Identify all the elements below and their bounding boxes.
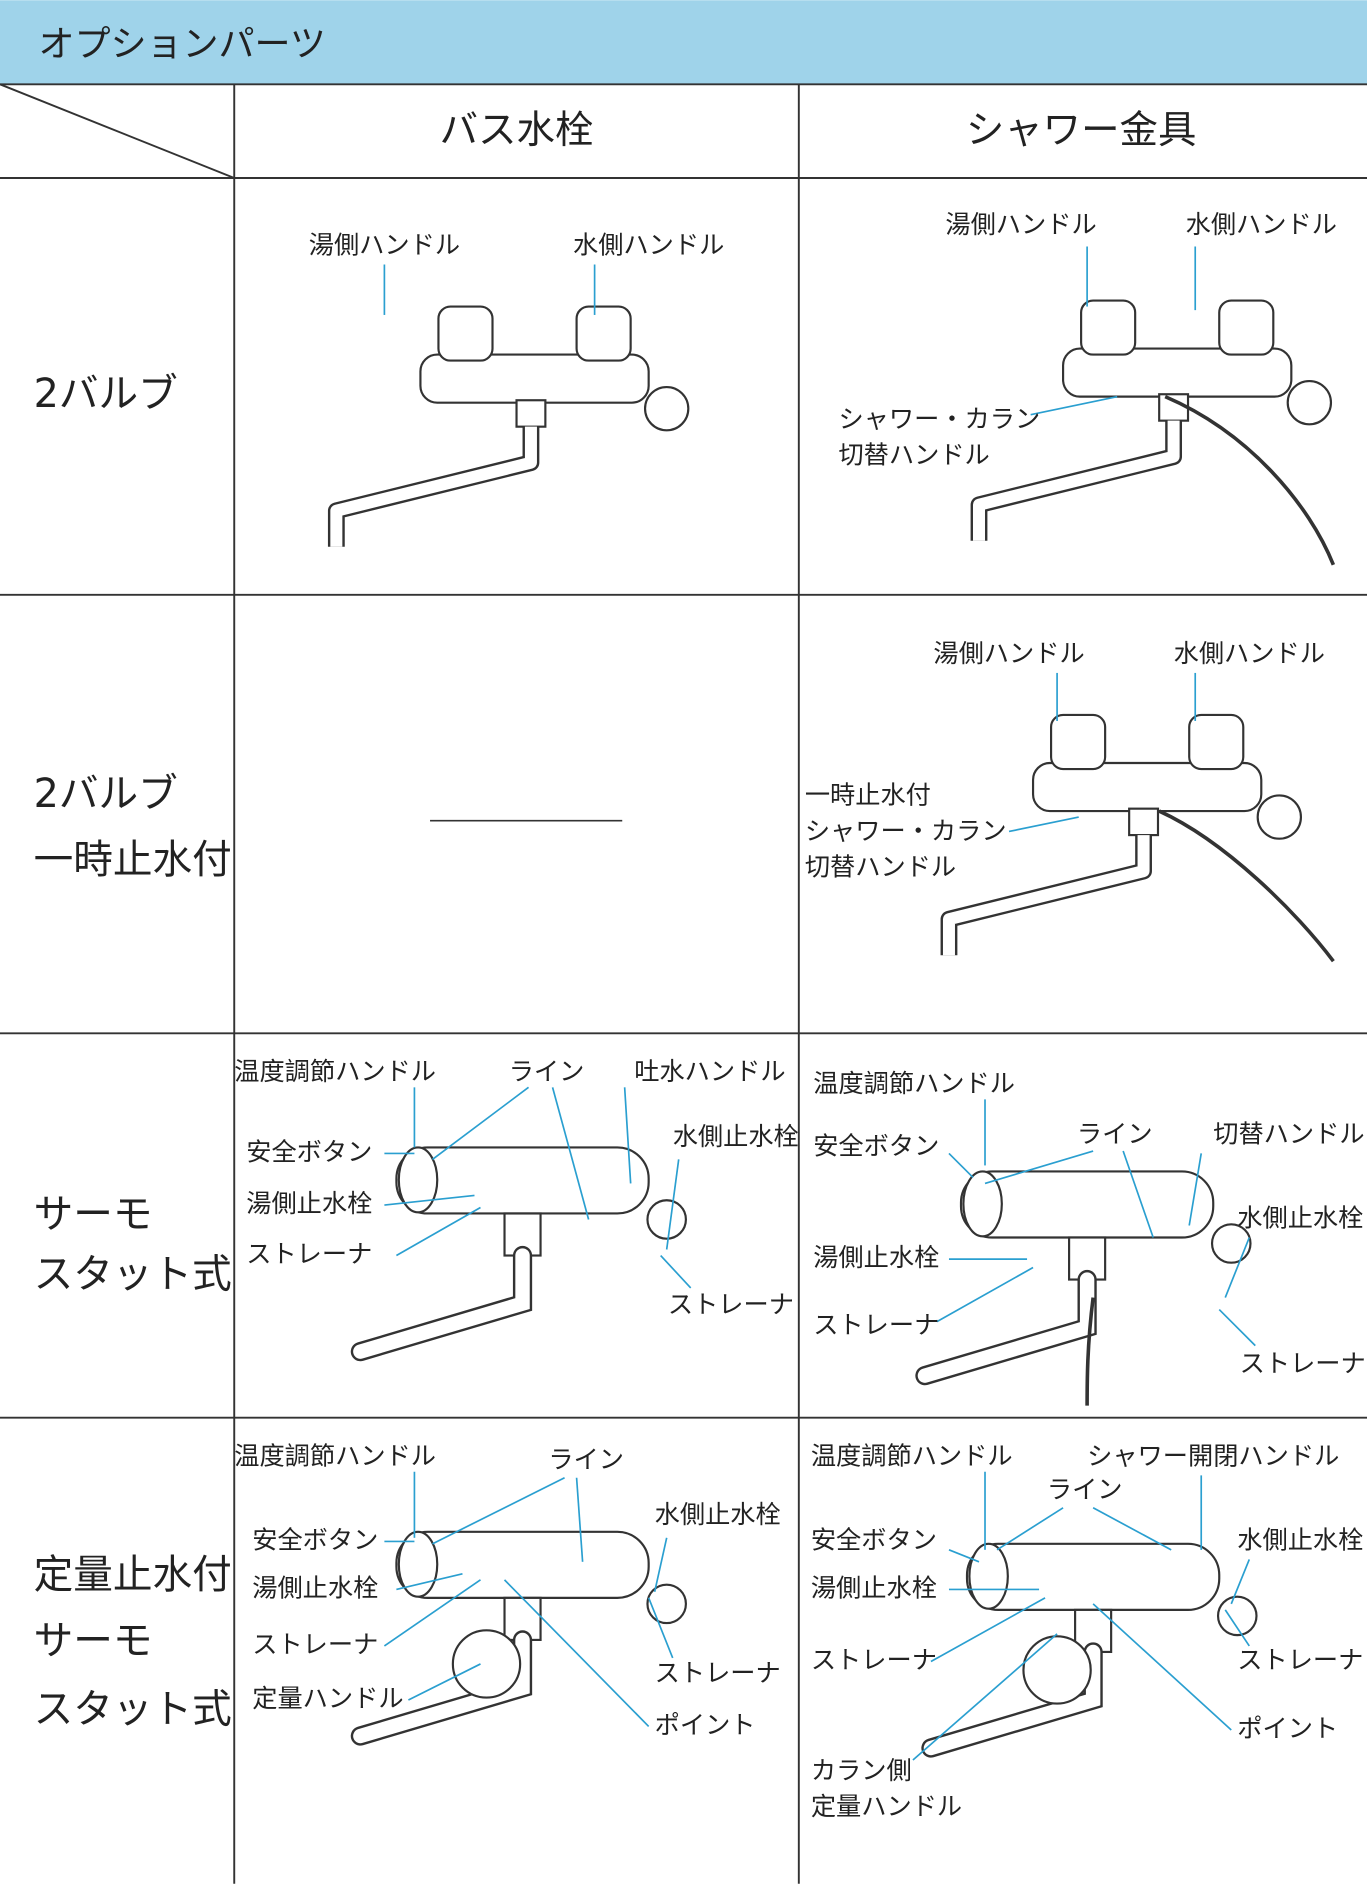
- part-label: ポイント: [1237, 1714, 1338, 1743]
- part-label: 安全ボタン: [813, 1131, 939, 1160]
- part-label: 温度調節ハンドル: [234, 1057, 436, 1086]
- leader-line: [665, 1159, 680, 1250]
- column-header: バス水栓: [440, 108, 594, 153]
- part-label: ライン: [509, 1057, 585, 1086]
- leader-line: [1030, 395, 1118, 416]
- part-label: 吐水ハンドル: [634, 1057, 785, 1086]
- table-grid: [0, 83, 1367, 1884]
- row-label: 一時止水付: [34, 837, 232, 883]
- part-label: ライン: [1077, 1119, 1153, 1148]
- leader-line: [930, 1597, 1046, 1663]
- part-label: 温度調節ハンドル: [813, 1069, 1015, 1098]
- part-label: 水側ハンドル: [1186, 210, 1337, 239]
- part-label: 一時止水付: [805, 781, 931, 810]
- part-label: 湯側止水栓: [252, 1573, 378, 1602]
- part-label: ライン: [548, 1445, 624, 1474]
- leader-line: [575, 1477, 584, 1562]
- part-label: ストレーナ: [668, 1290, 794, 1319]
- leader-line: [647, 1597, 674, 1659]
- part-label: 切替ハンドル: [838, 441, 989, 470]
- leader-line: [996, 1507, 1064, 1551]
- leader-line: [936, 1266, 1034, 1323]
- leader-line: [912, 1633, 1058, 1761]
- labels: バス水栓 シャワー金具2バルブ2バルブ一時止水付サーモスタット式定量止水付サーモス…: [34, 108, 1366, 1821]
- leader-line: [432, 1476, 565, 1545]
- leader-line: [1008, 816, 1079, 833]
- part-label: シャワー開閉ハンドル: [1087, 1441, 1339, 1470]
- part-label: 定量ハンドル: [811, 1792, 962, 1821]
- leader-line: [660, 1254, 692, 1289]
- part-label: 切替ハンドル: [1213, 1119, 1364, 1148]
- part-label: 水側止水栓: [1237, 1203, 1363, 1232]
- part-label: 切替ハンドル: [805, 853, 956, 882]
- part-label: 温度調節ハンドル: [811, 1441, 1013, 1470]
- part-label: シャワー・カラン: [805, 817, 1007, 846]
- part-label: 水側ハンドル: [573, 230, 724, 259]
- leader-line: [551, 1087, 590, 1220]
- leader-line: [383, 1579, 481, 1647]
- column-header: シャワー金具: [966, 108, 1197, 153]
- part-label: ストレーナ: [1240, 1349, 1366, 1378]
- leader-line: [948, 1549, 980, 1563]
- leader-line: [1092, 1507, 1172, 1551]
- row-label: スタット式: [34, 1252, 232, 1298]
- part-label: ストレーナ: [813, 1310, 939, 1339]
- illustrations: [336, 301, 1333, 1748]
- leader-line: [653, 1537, 668, 1593]
- part-label: ストレーナ: [655, 1659, 781, 1688]
- leader-line: [623, 1087, 632, 1184]
- leader-line: [1218, 1308, 1256, 1347]
- leader-line: [395, 1206, 481, 1257]
- part-label: 湯側ハンドル: [933, 639, 1084, 668]
- leader-line: [948, 1152, 974, 1179]
- part-label: ストレーナ: [1237, 1646, 1363, 1675]
- part-label: ストレーナ: [246, 1240, 372, 1269]
- part-label: 安全ボタン: [252, 1525, 378, 1554]
- part-label: 水側ハンドル: [1174, 639, 1325, 668]
- part-label: 安全ボタン: [246, 1137, 372, 1166]
- row-label: 2バルブ: [34, 371, 178, 417]
- leader-line: [1122, 1150, 1154, 1238]
- part-label: 水側止水栓: [655, 1500, 781, 1529]
- part-label: 湯側止水栓: [813, 1243, 939, 1272]
- header-title: オプションパーツ: [38, 24, 325, 65]
- part-label: ストレーナ: [811, 1646, 937, 1675]
- part-label: ポイント: [655, 1710, 756, 1739]
- leader-line: [431, 1086, 530, 1161]
- leader-line: [1230, 1559, 1251, 1605]
- part-label: ライン: [1047, 1475, 1123, 1504]
- part-label: シャワー・カラン: [838, 405, 1040, 434]
- leader-line: [1224, 1237, 1251, 1298]
- leader-line: [984, 1150, 1094, 1185]
- row-label: 2バルブ: [34, 771, 178, 817]
- leader-line: [1224, 1609, 1250, 1647]
- leader-line: [1188, 1153, 1203, 1226]
- part-label: ストレーナ: [252, 1630, 378, 1659]
- part-label: 水側止水栓: [1237, 1525, 1363, 1554]
- leader-line: [408, 1663, 481, 1701]
- part-label: カラン側: [811, 1756, 912, 1785]
- part-label: 安全ボタン: [811, 1525, 937, 1554]
- row-label: サーモ: [34, 1618, 153, 1664]
- part-label: 湯側止水栓: [811, 1573, 937, 1602]
- row-label: スタット式: [34, 1686, 232, 1732]
- part-label: 定量ハンドル: [252, 1684, 403, 1713]
- part-label: 温度調節ハンドル: [234, 1441, 436, 1470]
- leader-line: [1092, 1603, 1232, 1731]
- row-label: サーモ: [34, 1192, 153, 1238]
- part-label: 湯側ハンドル: [945, 210, 1096, 239]
- header-band: [0, 0, 1367, 85]
- row-label: 定量止水付: [34, 1552, 232, 1598]
- leader-line: [384, 1194, 475, 1206]
- part-label: 湯側ハンドル: [309, 230, 460, 259]
- part-label: 湯側止水栓: [246, 1189, 372, 1218]
- leader-line: [503, 1579, 650, 1727]
- part-label: 水側止水栓: [673, 1122, 799, 1151]
- leader-line: [396, 1573, 463, 1591]
